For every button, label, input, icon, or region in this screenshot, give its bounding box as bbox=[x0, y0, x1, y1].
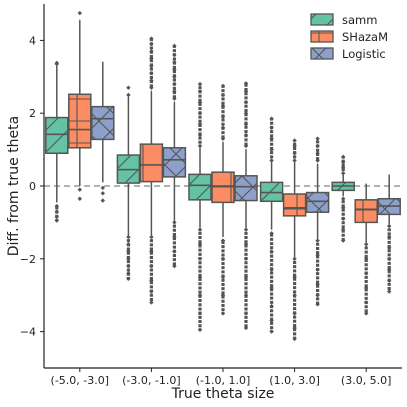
outlier-point bbox=[315, 238, 320, 243]
x-tick-label: (-5.0, -3.0] bbox=[51, 374, 110, 387]
y-tick-label: −4 bbox=[20, 326, 36, 339]
outlier-point bbox=[77, 10, 82, 16]
outlier-point bbox=[243, 81, 249, 86]
outlier-point bbox=[292, 256, 297, 261]
y-tick-label: 4 bbox=[29, 34, 36, 47]
box-iqr bbox=[305, 191, 330, 213]
legend-entry-logistic: Logistic bbox=[310, 47, 386, 61]
box-logistic-1 bbox=[162, 43, 187, 269]
y-ticks-layer: −4 −2 0 2 4 bbox=[20, 34, 44, 339]
outlier-point bbox=[100, 185, 105, 191]
outlier-point bbox=[100, 198, 105, 203]
legend-swatch bbox=[310, 47, 334, 60]
outlier-point bbox=[77, 196, 82, 201]
outlier-point bbox=[364, 242, 369, 247]
outlier-point bbox=[197, 274, 203, 280]
outlier-point bbox=[220, 103, 226, 109]
legend-label: Logistic bbox=[342, 47, 386, 61]
box-iqr bbox=[234, 175, 258, 202]
box-iqr bbox=[45, 116, 69, 154]
legend: samm SHazaM Logistic bbox=[310, 13, 388, 61]
legend-label: SHazaM bbox=[342, 30, 388, 44]
x-tick-label: (1.0, 3.0] bbox=[269, 374, 320, 387]
outlier-point bbox=[220, 311, 226, 316]
outlier-point bbox=[243, 143, 249, 149]
outlier-point bbox=[243, 89, 249, 94]
outlier-point bbox=[126, 85, 131, 90]
outlier-point bbox=[126, 234, 131, 240]
legend-swatch bbox=[310, 30, 334, 43]
box-logistic-0 bbox=[91, 61, 115, 203]
x-ticks-layer: (-5.0, -3.0] (-3.0, -1.0] (-1.0, 1.0] (1.0,… bbox=[51, 368, 392, 387]
box-iqr bbox=[211, 171, 235, 204]
y-tick-label: 2 bbox=[29, 107, 36, 120]
box-samm-1 bbox=[116, 85, 141, 282]
outlier-point bbox=[77, 187, 82, 192]
box-samm-3 bbox=[259, 116, 284, 334]
outlier-point bbox=[54, 61, 59, 67]
outlier-point bbox=[269, 158, 274, 163]
box-iqr bbox=[162, 147, 187, 178]
box-iqr bbox=[282, 193, 307, 217]
outlier-point bbox=[126, 92, 131, 98]
box-iqr bbox=[354, 199, 378, 224]
outlier-point bbox=[243, 274, 249, 280]
x-tick-label: (-1.0, 1.0] bbox=[196, 374, 251, 387]
box-logistic-3 bbox=[305, 136, 330, 307]
outlier-point bbox=[197, 227, 203, 232]
outlier-point bbox=[220, 83, 226, 89]
box-iqr bbox=[188, 173, 212, 201]
outlier-point bbox=[197, 100, 203, 105]
box-iqr bbox=[68, 93, 92, 149]
legend-entry-shazam: SHazaM bbox=[310, 30, 388, 44]
box-shazam-2 bbox=[211, 83, 235, 316]
box-iqr bbox=[91, 105, 115, 141]
box-shazam-3 bbox=[282, 138, 307, 342]
y-axis-label: Diff. from true theta bbox=[6, 116, 22, 256]
legend-label: samm bbox=[342, 13, 377, 27]
legend-swatch bbox=[310, 13, 334, 26]
boxes-layer bbox=[45, 10, 401, 342]
box-shazam-4 bbox=[354, 183, 378, 316]
outlier-point bbox=[341, 196, 346, 201]
outlier-point bbox=[341, 171, 346, 176]
x-tick-label: (3.0, 5.0] bbox=[341, 374, 392, 387]
box-samm-4 bbox=[331, 154, 355, 243]
y-tick-label: 0 bbox=[29, 180, 36, 193]
box-logistic-4 bbox=[377, 174, 401, 294]
outlier-point bbox=[172, 220, 177, 225]
box-iqr bbox=[139, 143, 164, 183]
outlier-point bbox=[197, 143, 203, 149]
box-samm-2 bbox=[188, 81, 212, 332]
box-shazam-1 bbox=[139, 36, 164, 305]
x-tick-label: (-3.0, -1.0] bbox=[122, 374, 181, 387]
outlier-point bbox=[292, 158, 297, 163]
box-shazam-0 bbox=[68, 10, 92, 201]
box-logistic-2 bbox=[234, 81, 258, 331]
outlier-point bbox=[243, 227, 249, 232]
outlier-point bbox=[387, 223, 392, 229]
outlier-point bbox=[243, 111, 249, 116]
legend-entry-samm: samm bbox=[310, 13, 377, 27]
x-axis-label: True theta size bbox=[171, 386, 275, 402]
outlier-point bbox=[149, 234, 154, 240]
y-tick-label: −2 bbox=[20, 253, 36, 266]
box-samm-0 bbox=[45, 60, 69, 223]
outlier-point bbox=[100, 191, 105, 196]
